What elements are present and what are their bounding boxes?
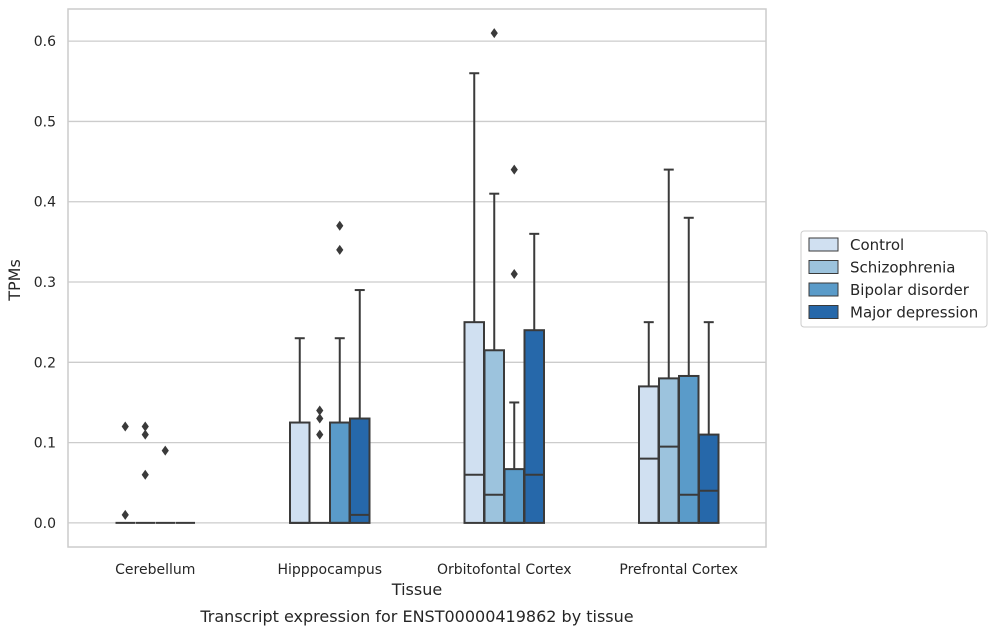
box-2-2: [503, 164, 525, 524]
legend-frame: [800, 230, 988, 328]
box-1-1: [310, 405, 330, 524]
box-0-3: [638, 321, 660, 524]
box-marks: [115, 28, 720, 524]
y-tick-label: 0.1: [34, 436, 56, 452]
box-body: [289, 421, 311, 524]
box-1-0: [135, 421, 155, 524]
box-body: [349, 417, 371, 524]
box-2-1: [329, 220, 351, 524]
y-tick-label: 0.6: [34, 34, 56, 50]
box-2-0: [155, 445, 175, 524]
box-body: [638, 385, 660, 524]
box-body: [463, 321, 485, 524]
outlier-point: [161, 445, 169, 456]
outlier-point: [510, 268, 518, 279]
y-tick-label: 0.4: [34, 195, 56, 211]
outlier-point: [316, 405, 324, 416]
box-body: [698, 433, 720, 524]
box-body: [483, 349, 505, 524]
box-body: [658, 377, 680, 524]
x-tick-label: Orbitofontal Cortex: [437, 562, 572, 578]
box-0-2: [463, 72, 485, 524]
x-tick-label: Cerebellum: [115, 562, 195, 578]
legend-swatch: [808, 305, 839, 319]
box-body: [523, 329, 545, 524]
outlier-point: [336, 244, 344, 255]
legend-label: Control: [850, 236, 904, 254]
x-tick-label: Hipppocampus: [277, 562, 382, 578]
y-tick-label: 0.0: [34, 516, 56, 532]
y-tick-label: 0.5: [34, 114, 56, 130]
legend-label: Major depression: [850, 304, 978, 322]
box-3-1: [349, 289, 371, 524]
y-tick-label: 0.2: [34, 355, 56, 371]
outlier-point: [316, 429, 324, 440]
y-axis-label: TPMs: [5, 259, 24, 302]
chart-caption: Transcript expression for ENST0000041986…: [199, 607, 633, 626]
plot-frame: [67, 8, 767, 548]
box-body: [329, 421, 351, 524]
x-axis-label: Tissue: [391, 580, 442, 599]
y-tick-label: 0.3: [34, 275, 56, 291]
outlier-point: [316, 413, 324, 424]
outlier-point: [490, 28, 498, 39]
outlier-point: [121, 509, 129, 520]
outlier-point: [141, 421, 149, 432]
y-tick-labels: 0.0 0.1 0.2 0.3 0.4 0.5 0.6: [34, 34, 56, 532]
box-0-0: [115, 421, 135, 524]
legend-label: Bipolar disorder: [850, 281, 970, 299]
legend: Control Schizophrenia Bipolar disorder Majo…: [800, 230, 988, 328]
box-2-3: [678, 216, 700, 524]
legend-swatch: [808, 237, 839, 252]
x-tick-labels: Cerebellum Hipppocampus Orbitofontal Corte…: [115, 562, 738, 578]
outlier-point: [336, 220, 344, 231]
legend-label: Schizophrenia: [850, 259, 955, 277]
box-body: [503, 468, 525, 524]
x-tick-label: Prefrontal Cortex: [619, 562, 738, 578]
outlier-point: [510, 164, 518, 175]
outlier-point: [141, 429, 149, 440]
box-body: [678, 374, 700, 524]
legend-swatch: [808, 260, 839, 274]
gridlines: [68, 40, 766, 524]
box-1-2: [483, 28, 505, 524]
box-0-1: [289, 337, 311, 524]
legend-swatch: [808, 282, 839, 297]
outlier-point: [141, 469, 149, 480]
box-3-2: [523, 232, 545, 524]
box-3-3: [698, 321, 720, 524]
box-1-3: [658, 168, 680, 524]
outlier-point: [121, 421, 129, 432]
